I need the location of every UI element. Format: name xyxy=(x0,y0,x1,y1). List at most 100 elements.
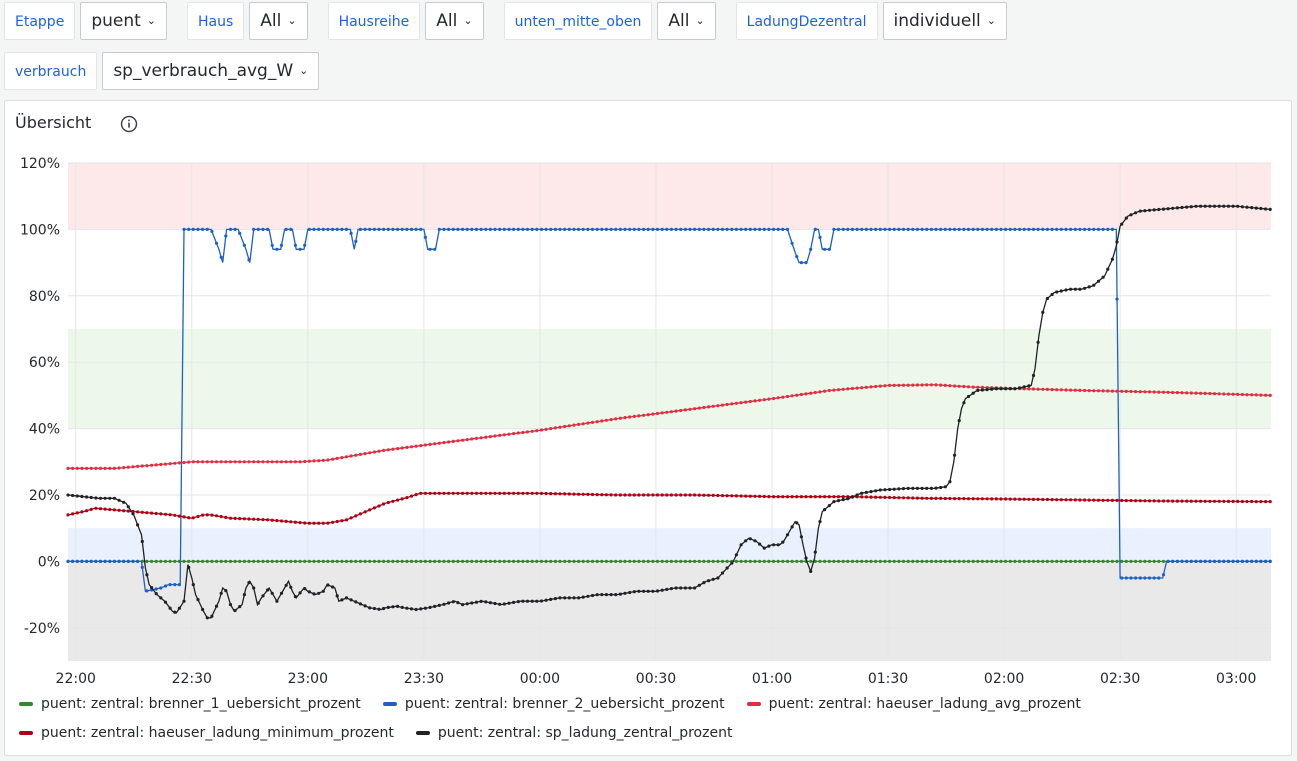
series-point-4 xyxy=(618,592,623,596)
series-point-2 xyxy=(604,418,609,422)
series-point-4 xyxy=(354,600,358,604)
legend-item-brenner-1[interactable]: puent: zentral: brenner_1_uebersicht_pro… xyxy=(19,696,361,712)
x-tick-label: 02:30 xyxy=(1100,671,1140,687)
series-point-4 xyxy=(344,596,349,600)
series-point-4 xyxy=(637,589,641,593)
series-point-1 xyxy=(572,227,576,231)
var-select-hausreihe[interactable]: All ⌄ xyxy=(425,2,484,40)
info-circle-icon[interactable] xyxy=(120,115,138,133)
series-point-4 xyxy=(1050,292,1054,297)
series-point-0 xyxy=(1013,559,1017,563)
series-point-1 xyxy=(256,227,260,231)
series-point-3 xyxy=(892,496,896,500)
var-select-verbrauch[interactable]: sp_verbrauch_avg_W ⌄ xyxy=(102,52,320,90)
series-point-1 xyxy=(214,241,219,245)
series-point-3 xyxy=(1134,499,1138,503)
series-point-1 xyxy=(1083,227,1087,231)
series-point-2 xyxy=(855,386,859,390)
series-point-1 xyxy=(289,227,293,231)
legend-swatch xyxy=(19,731,33,735)
series-point-3 xyxy=(609,493,613,497)
var-select-etappe[interactable]: puent ⌄ xyxy=(80,2,167,40)
series-point-2 xyxy=(595,420,599,424)
series-point-2 xyxy=(600,419,604,423)
series-point-4 xyxy=(535,599,539,603)
chevron-down-icon: ⌄ xyxy=(287,14,297,27)
series-point-2 xyxy=(168,462,172,466)
series-point-4 xyxy=(1124,216,1128,220)
series-point-4 xyxy=(748,537,752,541)
series-point-4 xyxy=(957,419,961,423)
series-point-1 xyxy=(437,227,441,231)
series-point-1 xyxy=(1031,227,1036,231)
y-tick-label: 40% xyxy=(29,422,60,438)
series-point-0 xyxy=(442,559,446,563)
series-point-2 xyxy=(474,436,479,440)
legend-row-2: puent: zentral: haeuser_ladung_minimum_p… xyxy=(19,725,732,741)
series-point-3 xyxy=(897,496,901,500)
var-select-ladungdezentral[interactable]: individuell ⌄ xyxy=(882,2,1008,40)
series-point-1 xyxy=(400,227,404,231)
series-point-1 xyxy=(781,227,785,231)
series-point-1 xyxy=(136,559,140,563)
series-point-0 xyxy=(637,559,641,563)
series-point-3 xyxy=(205,513,209,517)
series-point-3 xyxy=(985,497,989,501)
series-point-0 xyxy=(414,559,418,563)
series-point-3 xyxy=(758,494,762,498)
series-point-0 xyxy=(145,559,149,563)
series-point-1 xyxy=(604,227,609,231)
series-point-3 xyxy=(145,511,149,515)
series-point-2 xyxy=(363,452,367,456)
series-point-4 xyxy=(962,401,966,405)
legend-row-1: puent: zentral: brenner_1_uebersicht_pro… xyxy=(19,696,1081,712)
legend-item-zentral[interactable]: puent: zentral: sp_ladung_zentral_prozen… xyxy=(415,725,732,741)
series-point-4 xyxy=(498,602,502,606)
series-point-1 xyxy=(1254,559,1258,563)
series-point-3 xyxy=(883,495,887,499)
series-point-3 xyxy=(642,493,646,497)
series-point-2 xyxy=(331,457,335,461)
series-point-0 xyxy=(428,559,432,563)
series-point-2 xyxy=(1166,390,1170,394)
panel-title[interactable]: Übersicht xyxy=(15,113,92,132)
series-point-3 xyxy=(94,506,98,510)
series-point-1 xyxy=(126,559,130,563)
timeseries-chart[interactable]: 120% 100% 80% 60% 40% 20% 0% -20% 22:00 22:30 23:0… xyxy=(5,141,1291,741)
series-point-0 xyxy=(187,559,191,563)
series-point-3 xyxy=(785,495,790,499)
series-point-1 xyxy=(535,227,539,231)
series-point-1 xyxy=(563,227,567,231)
series-point-3 xyxy=(804,495,808,499)
legend-item-minimum[interactable]: puent: zentral: haeuser_ladung_minimum_p… xyxy=(19,725,394,741)
series-point-4 xyxy=(303,587,307,591)
series-point-2 xyxy=(391,447,395,451)
series-point-1 xyxy=(298,247,302,251)
series-point-2 xyxy=(340,456,344,460)
series-point-1 xyxy=(1143,576,1147,580)
series-point-3 xyxy=(683,493,688,497)
series-point-2 xyxy=(655,411,660,416)
legend-item-brenner-2[interactable]: puent: zentral: brenner_2_uebersicht_pro… xyxy=(382,696,725,712)
var-select-haus[interactable]: All ⌄ xyxy=(249,2,308,40)
series-point-2 xyxy=(1087,389,1091,393)
series-point-2 xyxy=(804,392,808,396)
series-point-2 xyxy=(539,428,544,432)
legend-item-avg[interactable]: puent: zentral: haeuser_ladung_avg_proze… xyxy=(746,696,1081,712)
series-point-3 xyxy=(544,491,548,496)
series-point-3 xyxy=(163,512,168,516)
series-point-1 xyxy=(117,559,121,563)
var-select-unten-mitte-oben[interactable]: All ⌄ xyxy=(657,2,716,40)
series-point-2 xyxy=(75,466,79,470)
series-point-1 xyxy=(525,227,530,231)
series-point-0 xyxy=(405,559,409,563)
series-point-2 xyxy=(405,445,409,449)
series-point-2 xyxy=(317,459,321,463)
series-point-0 xyxy=(516,559,520,563)
series-point-3 xyxy=(1161,499,1166,503)
series-point-4 xyxy=(567,596,571,600)
series-point-0 xyxy=(474,559,479,563)
series-point-0 xyxy=(228,559,233,563)
series-point-2 xyxy=(382,448,386,452)
series-point-4 xyxy=(920,486,924,490)
